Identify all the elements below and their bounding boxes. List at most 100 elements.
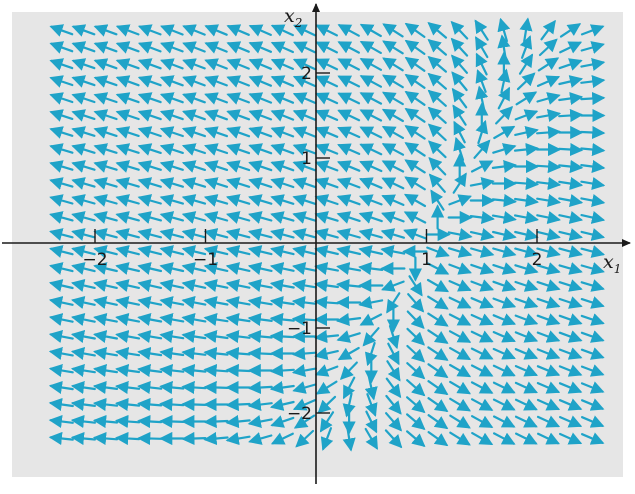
field-arrow [406,379,426,397]
field-arrow [580,347,605,360]
field-arrow [428,173,446,193]
field-arrow [449,347,472,360]
field-arrow [319,411,335,433]
field-arrow [93,330,119,343]
field-arrow [71,92,96,105]
field-arrow [558,211,584,224]
field-arrow [359,23,382,38]
field-arrow [427,72,447,90]
field-arrow [558,176,584,191]
field-arrow [536,108,562,122]
x-tick-label: 1 [421,250,432,270]
field-arrow [427,89,447,107]
field-arrow [513,211,539,224]
field-arrow [427,38,447,56]
field-arrow [382,23,404,38]
field-arrow [115,363,141,378]
field-arrow [247,312,273,327]
field-arrow [159,329,185,344]
field-arrow [71,24,96,37]
field-arrow [137,143,162,156]
field-arrow [181,143,206,156]
field-arrow [203,414,229,429]
field-arrow [447,228,473,241]
field-arrow [159,126,184,139]
field-arrow [536,92,561,105]
field-arrow [71,109,96,122]
field-arrow [580,58,606,71]
field-arrow [492,279,517,292]
field-arrow [336,211,361,224]
field-arrow [470,364,494,377]
field-arrow [270,160,295,173]
field-arrow [204,177,229,190]
field-arrow [558,245,583,258]
field-arrow [115,92,140,105]
field-arrow [359,160,383,173]
field-arrow [559,41,583,54]
field-arrow [314,177,339,190]
field-arrow [404,56,426,72]
field-arrow [270,415,295,428]
field-arrow [558,347,583,360]
field-arrow [426,245,450,258]
field-arrow [452,172,467,194]
field-arrow [536,279,561,292]
field-arrow [49,194,74,207]
field-arrow [337,75,361,88]
field-arrow [225,346,251,361]
field-arrow [404,73,426,89]
field-arrow [49,126,74,139]
field-arrow [70,380,96,395]
field-arrow [380,245,406,258]
field-arrow [358,245,384,258]
field-arrow [536,415,561,428]
field-arrow [204,109,228,122]
field-arrow [115,41,140,54]
field-arrow [518,53,534,75]
field-arrow [115,126,140,139]
field-arrow [470,347,494,360]
ticks: −2 −1 1 2 2 1 −1 −2 [82,64,542,424]
field-arrow [336,177,361,190]
field-arrow [71,245,96,258]
y-tick-label: 1 [301,149,312,169]
field-arrow [93,211,118,224]
field-arrow [181,160,206,173]
field-arrow [497,68,511,94]
field-arrow [203,228,229,241]
field-arrow [337,24,360,37]
field-arrow [247,262,273,275]
field-arrow [71,194,96,207]
field-arrow [270,177,295,190]
field-arrow [181,329,207,344]
field-arrow [469,210,495,225]
field-arrow [269,398,295,411]
field-arrow [580,228,606,241]
field-arrow [492,313,517,326]
field-arrow [115,380,141,395]
field-arrow [514,296,539,309]
field-arrow [71,211,96,224]
field-arrow [115,24,140,37]
field-arrow [70,414,97,429]
field-arrow [337,126,361,139]
field-arrow [115,211,140,224]
field-arrow [385,412,403,432]
field-arrow [203,380,229,395]
field-arrow [115,296,140,309]
field-arrow [358,296,384,309]
field-arrow [203,245,229,258]
field-arrow [404,108,426,123]
field-arrow [226,75,250,88]
field-arrow [514,398,538,411]
field-arrow [536,313,561,326]
field-arrow [182,24,206,37]
field-arrow [270,143,295,156]
field-arrow [247,228,273,241]
field-arrow [137,92,162,105]
axes [2,3,631,484]
field-arrow [225,312,251,327]
field-arrow [428,157,447,176]
field-arrow [536,296,561,309]
